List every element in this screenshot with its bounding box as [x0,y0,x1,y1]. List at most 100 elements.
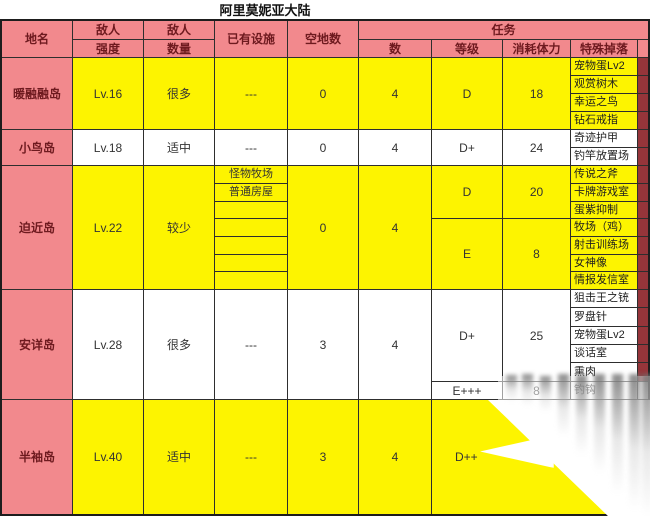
cell-drop-item: 钻石戒指 [571,112,637,129]
cell-drop-item: 卡牌游戏室 [571,184,637,201]
cell-task-stamina: 24 [503,130,570,165]
cutoff-cell [638,237,648,254]
cell-enemy-count: 较少 [144,166,214,289]
cell-task-stamina: 18 [503,58,570,129]
cell-empty-land: 3 [288,400,358,514]
smear-streak [612,374,623,494]
cell-enemy-strength: Lv.18 [73,130,143,165]
cell-island-name: 安详岛 [2,290,72,399]
cell-task-level: E [432,219,502,289]
cell-drop-item: 狙击王之铳 [571,290,637,307]
island-data-table: 地名 敌人 强度 敌人 数量 已有设施 空地数 任务 数 等级 消耗体力 特殊掉… [0,19,650,516]
cutoff-cell [638,345,648,362]
cell-task-count: 4 [359,58,431,129]
cutoff-cell [638,272,648,289]
cutoff-cell [638,94,648,111]
cell-enemy-count: 很多 [144,290,214,399]
cell-facilities: --- [215,58,287,129]
cell-drop-item: 观赏树木 [571,76,637,93]
cell-task-stamina: 20 [503,166,570,218]
cell-drop-item: 情报发信室 [571,272,637,289]
cell-empty-land: 0 [288,166,358,289]
cell-task-count: 4 [359,166,431,289]
header-cutoff-column [638,40,648,57]
cell-drop-item: 奇迹护甲 [571,130,637,147]
cell-enemy-strength: Lv.22 [73,166,143,289]
cell-enemy-strength: Lv.40 [73,400,143,514]
cell-empty-land: 0 [288,58,358,129]
cell-task-level: D+ [432,290,502,381]
cell-drop-item: 罗盘针 [571,308,637,326]
cell-facility-slot [215,255,287,271]
smear-translucent-band [498,376,650,400]
cell-task-count: 4 [359,400,431,514]
smear-streak [629,374,640,510]
cutoff-cell [638,290,648,307]
cell-facility-slot [215,202,287,218]
cell-facilities: --- [215,130,287,165]
cutoff-cell [638,184,648,201]
cell-facility-slot: 普通房屋 [215,184,287,201]
header-place-name: 地名 [2,21,72,57]
cell-task-stamina: 25 [503,290,570,381]
cell-drop-item: 蛋紫抑制 [571,202,637,218]
cutoff-cell [638,58,648,75]
header-tasks: 任务 [359,21,648,39]
header-task-level: 等级 [432,40,502,57]
cell-facilities: --- [215,400,287,514]
cell-island-name: 半袖岛 [2,400,72,514]
cutoff-cell [638,255,648,271]
cell-drop-item: 宠物蛋Lv2 [571,327,637,344]
cell-enemy-strength: Lv.28 [73,290,143,399]
cell-task-level: D [432,58,502,129]
smear-streak [522,374,533,406]
cutoff-cell [638,327,648,344]
cutoff-cell [638,148,648,165]
cell-enemy-count: 适中 [144,400,214,514]
smear-streak [576,375,587,455]
cell-facility-slot [215,272,287,289]
smear-streak [642,374,650,516]
cutoff-cell [638,76,648,93]
cell-task-stamina: 8 [503,219,570,289]
header-enemy: 敌人 [144,21,214,39]
cell-empty-land: 3 [288,290,358,399]
cell-island-name: 暖融融岛 [2,58,72,129]
header-task-drops: 特殊掉落 [571,40,637,57]
cutoff-cell [638,130,648,147]
smear-streak [558,374,569,436]
cell-enemy-count: 适中 [144,130,214,165]
cutoff-cell [638,112,648,129]
smear-streak [594,374,605,474]
header-facilities: 已有设施 [215,21,287,57]
cell-drop-item: 牧场（鸡） [571,219,637,236]
cell-drop-item: 射击训练场 [571,237,637,254]
cutoff-cell [638,166,648,183]
cell-task-count: 4 [359,290,431,399]
cell-task-level: D+ [432,130,502,165]
page-title: 阿里莫妮亚大陆 [219,3,311,18]
cell-island-name: 小鸟岛 [2,130,72,165]
header-enemy-count: 数量 [144,40,214,57]
cell-drop-item: 传说之斧 [571,166,637,183]
cell-drop-item: 宠物蛋Lv2 [571,58,637,75]
smear-streak [540,376,551,412]
cutoff-cell [638,363,648,381]
cell-island-name: 迫近岛 [2,166,72,289]
cell-empty-land: 0 [288,130,358,165]
cell-facilities: --- [215,290,287,399]
smear-streak [506,375,517,402]
cutoff-cell [638,219,648,236]
cell-drop-item: 幸运之鸟 [571,94,637,111]
header-enemy: 敌人 [73,21,143,39]
cutoff-cell [638,308,648,326]
cell-enemy-count: 很多 [144,58,214,129]
header-enemy-strength: 强度 [73,40,143,57]
cell-enemy-strength: Lv.16 [73,58,143,129]
cutoff-cell [638,202,648,218]
cell-drop-item: 谈话室 [571,345,637,362]
cell-task-level: E+++ [432,382,502,399]
header-task-stamina: 消耗体力 [503,40,570,57]
cell-task-count: 4 [359,130,431,165]
